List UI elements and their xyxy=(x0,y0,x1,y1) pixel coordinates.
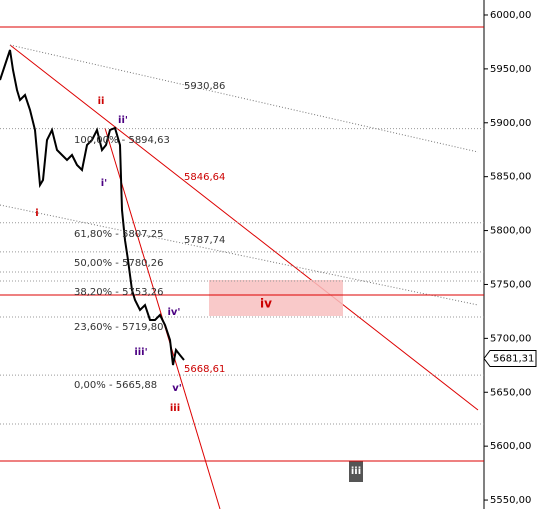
wave-label: ii xyxy=(98,96,105,107)
y-tick-label: 5550,00 xyxy=(490,495,531,506)
wave-label: iii xyxy=(170,403,180,414)
channel-line xyxy=(0,204,479,306)
annotation: 38,20% - 5753,26 xyxy=(74,287,163,298)
price-line xyxy=(0,49,185,366)
annotation: 5668,61 xyxy=(184,364,225,375)
annotation: 50,00% - 5780,26 xyxy=(74,258,163,269)
y-tick-label: 5600,00 xyxy=(490,441,531,452)
marker-label: iii xyxy=(351,466,361,477)
wave-label: ii' xyxy=(118,115,128,126)
annotation: 61,80% - 5807,25 xyxy=(74,229,163,240)
wave-label: v' xyxy=(172,383,182,394)
annotation: 5787,74 xyxy=(184,235,225,246)
y-tick-label: 5850,00 xyxy=(490,172,531,183)
y-tick-label: 5650,00 xyxy=(490,387,531,398)
zone-label: iv xyxy=(260,297,272,311)
marker-box xyxy=(349,461,363,482)
y-tick-label: 6000,00 xyxy=(490,10,531,21)
annotation: 0,00% - 5665,88 xyxy=(74,380,157,391)
last-price-box xyxy=(483,350,537,368)
wave-label: iv' xyxy=(167,307,180,318)
target-zone xyxy=(209,280,343,316)
y-tick-label: 5700,00 xyxy=(490,333,531,344)
y-tick-label: 5900,00 xyxy=(490,118,531,129)
y-tick-label: 5800,00 xyxy=(490,226,531,237)
annotation: 5930,86 xyxy=(184,81,225,92)
channel-line xyxy=(9,44,479,153)
annotation: 5846,64 xyxy=(184,172,225,183)
wave-label: iii' xyxy=(134,347,147,358)
y-tick-label: 5950,00 xyxy=(490,64,531,75)
trend-line xyxy=(9,44,479,411)
y-tick-label: 5750,00 xyxy=(490,279,531,290)
last-price-label: 5681,31 xyxy=(493,354,534,365)
annotation: 100,00% - 5894,63 xyxy=(74,135,170,146)
annotation: 23,60% - 5719,80 xyxy=(74,322,163,333)
wave-label: i xyxy=(35,208,38,219)
wave-label: i' xyxy=(101,178,108,189)
